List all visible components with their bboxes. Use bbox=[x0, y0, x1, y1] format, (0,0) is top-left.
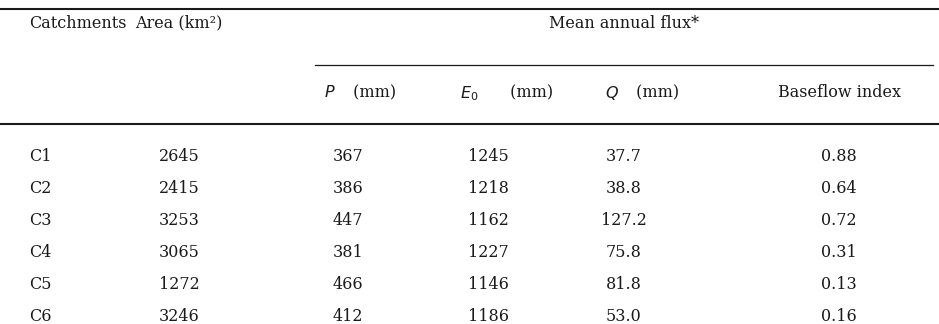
Text: C4: C4 bbox=[29, 244, 52, 261]
Text: 3065: 3065 bbox=[159, 244, 200, 261]
Text: 0.16: 0.16 bbox=[822, 308, 857, 324]
Text: 81.8: 81.8 bbox=[606, 276, 642, 293]
Text: 0.64: 0.64 bbox=[822, 180, 857, 197]
Text: 412: 412 bbox=[332, 308, 363, 324]
Text: $E_0$: $E_0$ bbox=[460, 84, 479, 103]
Text: C1: C1 bbox=[29, 148, 52, 165]
Text: 3253: 3253 bbox=[159, 212, 200, 229]
Text: 2415: 2415 bbox=[159, 180, 200, 197]
Text: 0.72: 0.72 bbox=[822, 212, 857, 229]
Text: C3: C3 bbox=[29, 212, 52, 229]
Text: 1162: 1162 bbox=[468, 212, 509, 229]
Text: Baseflow index: Baseflow index bbox=[777, 84, 901, 101]
Text: 0.13: 0.13 bbox=[822, 276, 857, 293]
Text: 386: 386 bbox=[332, 180, 363, 197]
Text: 3246: 3246 bbox=[159, 308, 200, 324]
Text: 38.8: 38.8 bbox=[606, 180, 642, 197]
Text: Catchments: Catchments bbox=[29, 15, 127, 32]
Text: 53.0: 53.0 bbox=[606, 308, 642, 324]
Text: 2645: 2645 bbox=[159, 148, 200, 165]
Text: $P$: $P$ bbox=[324, 84, 336, 101]
Text: Mean annual flux*: Mean annual flux* bbox=[549, 15, 699, 32]
Text: 0.31: 0.31 bbox=[822, 244, 857, 261]
Text: 127.2: 127.2 bbox=[601, 212, 647, 229]
Text: C5: C5 bbox=[29, 276, 52, 293]
Text: C6: C6 bbox=[29, 308, 52, 324]
Text: (mm): (mm) bbox=[347, 84, 396, 101]
Text: 1227: 1227 bbox=[468, 244, 509, 261]
Text: 1146: 1146 bbox=[468, 276, 509, 293]
Text: (mm): (mm) bbox=[505, 84, 553, 101]
Text: 0.88: 0.88 bbox=[822, 148, 857, 165]
Text: $Q$: $Q$ bbox=[606, 84, 619, 102]
Text: 1272: 1272 bbox=[159, 276, 200, 293]
Text: 37.7: 37.7 bbox=[606, 148, 642, 165]
Text: Area (km²): Area (km²) bbox=[135, 15, 223, 32]
Text: (mm): (mm) bbox=[631, 84, 680, 101]
Text: 1218: 1218 bbox=[468, 180, 509, 197]
Text: C2: C2 bbox=[29, 180, 52, 197]
Text: 447: 447 bbox=[332, 212, 363, 229]
Text: 1186: 1186 bbox=[468, 308, 509, 324]
Text: 367: 367 bbox=[332, 148, 363, 165]
Text: 381: 381 bbox=[332, 244, 363, 261]
Text: 466: 466 bbox=[332, 276, 363, 293]
Text: 75.8: 75.8 bbox=[606, 244, 642, 261]
Text: 1245: 1245 bbox=[468, 148, 509, 165]
